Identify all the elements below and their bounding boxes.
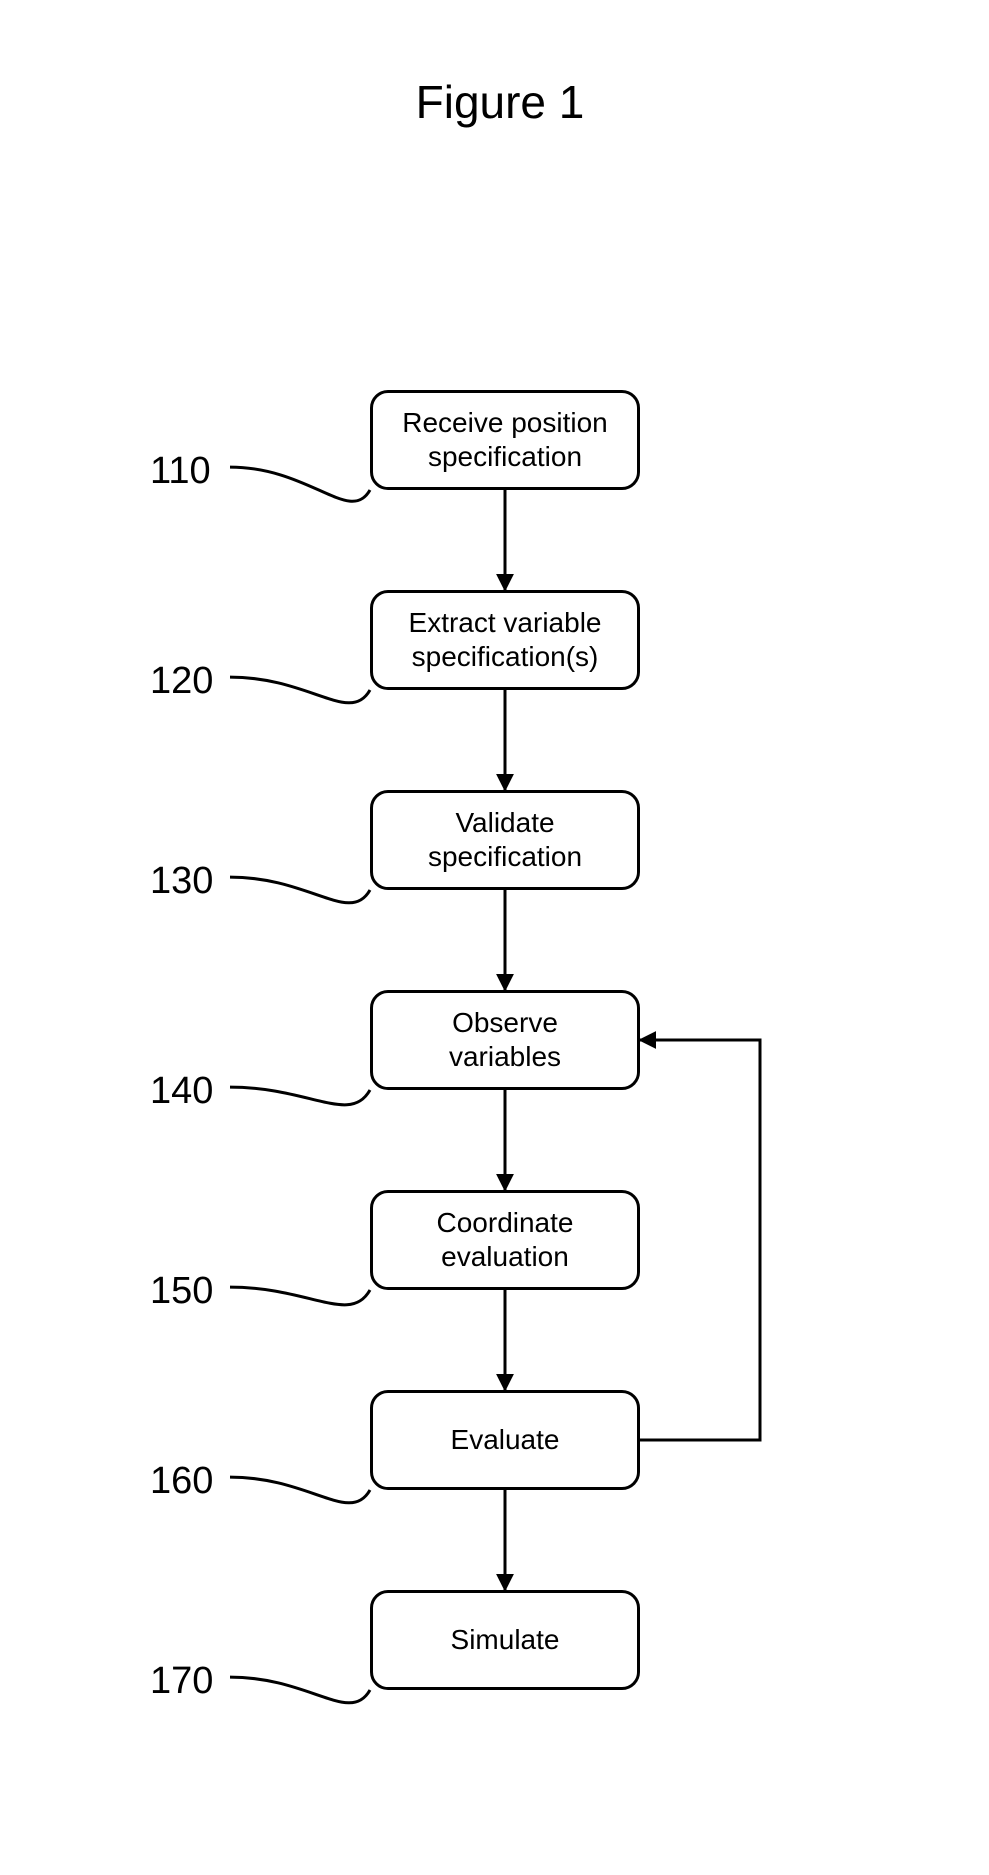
edges-layer xyxy=(0,0,989,1875)
